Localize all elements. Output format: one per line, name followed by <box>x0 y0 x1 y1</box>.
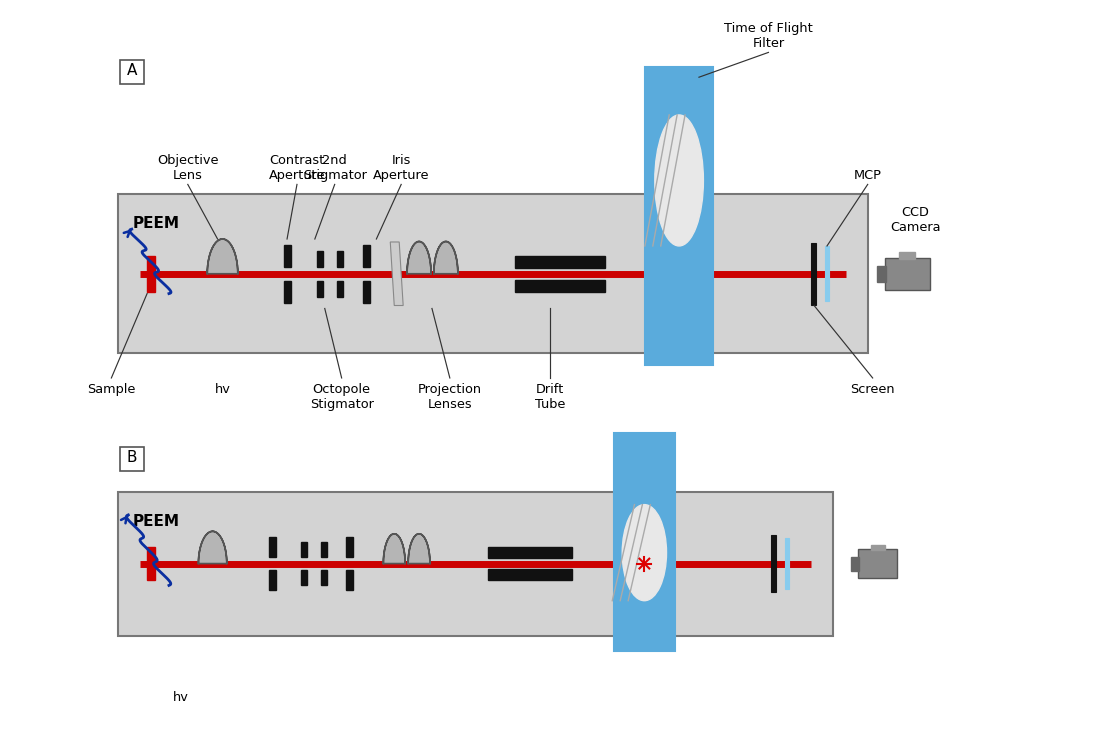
Bar <box>515 280 605 292</box>
Polygon shape <box>407 242 431 274</box>
Text: MCP: MCP <box>853 169 881 183</box>
Bar <box>645 67 712 365</box>
Bar <box>301 542 307 557</box>
Bar <box>147 256 155 292</box>
Text: Projection
Lenses: Projection Lenses <box>418 383 482 411</box>
Bar <box>811 243 815 304</box>
Text: PEEM: PEEM <box>132 216 179 231</box>
Bar <box>320 542 327 557</box>
Bar <box>317 280 323 297</box>
Bar <box>283 280 290 303</box>
Bar <box>785 538 790 589</box>
Bar <box>337 251 343 267</box>
Polygon shape <box>383 534 405 563</box>
Text: hv: hv <box>215 383 231 396</box>
Text: Contrast
Aperture: Contrast Aperture <box>269 154 325 183</box>
Text: Objective
Lens: Objective Lens <box>157 154 218 183</box>
Text: B: B <box>127 450 138 465</box>
Bar <box>269 537 276 557</box>
Bar <box>301 570 307 585</box>
Bar <box>283 245 290 267</box>
Bar <box>488 569 572 580</box>
Bar <box>346 537 353 557</box>
Ellipse shape <box>655 115 703 246</box>
Bar <box>363 280 370 303</box>
Text: hv: hv <box>172 691 189 703</box>
Bar <box>317 251 323 267</box>
Bar <box>771 535 776 592</box>
Text: Octopole
Stigmator: Octopole Stigmator <box>310 383 374 411</box>
Text: Drift
Tube: Drift Tube <box>535 383 566 411</box>
Text: PEEM: PEEM <box>132 514 179 529</box>
Bar <box>119 492 833 636</box>
Polygon shape <box>408 534 430 563</box>
FancyBboxPatch shape <box>858 549 897 577</box>
Polygon shape <box>207 239 237 274</box>
Text: 2nd
Stigmator: 2nd Stigmator <box>302 154 366 183</box>
Bar <box>346 570 353 590</box>
Bar <box>320 570 327 585</box>
Text: Sample: Sample <box>87 383 136 396</box>
Bar <box>147 547 155 580</box>
FancyBboxPatch shape <box>120 60 144 84</box>
Text: Iris
Aperture: Iris Aperture <box>373 154 429 183</box>
Text: Time of Flight
Filter: Time of Flight Filter <box>724 22 813 51</box>
Bar <box>877 266 886 282</box>
Bar <box>119 195 868 353</box>
Bar <box>614 433 675 651</box>
Bar <box>363 245 370 267</box>
Text: Screen: Screen <box>850 383 895 396</box>
Bar <box>825 246 829 301</box>
FancyBboxPatch shape <box>885 257 930 290</box>
Polygon shape <box>198 531 226 563</box>
Bar <box>337 280 343 297</box>
Text: CCD
Camera: CCD Camera <box>890 206 941 234</box>
Bar <box>899 252 915 259</box>
Polygon shape <box>433 242 458 274</box>
Bar <box>488 548 572 558</box>
Bar <box>515 256 605 268</box>
Polygon shape <box>390 242 403 306</box>
Bar <box>851 557 859 571</box>
Ellipse shape <box>623 504 666 601</box>
Bar <box>269 570 276 590</box>
FancyBboxPatch shape <box>120 448 144 471</box>
Text: A: A <box>127 63 138 78</box>
Bar <box>870 545 885 551</box>
